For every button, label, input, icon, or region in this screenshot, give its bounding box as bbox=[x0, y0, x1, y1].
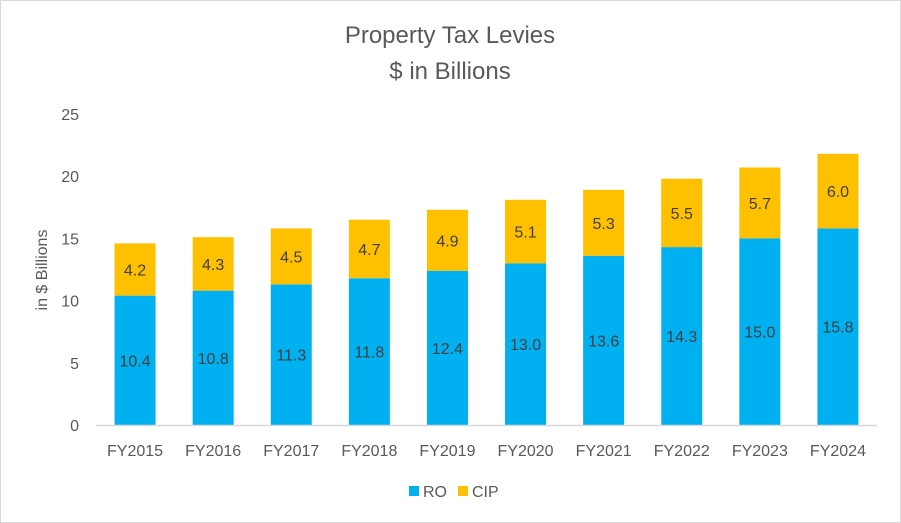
bar-ro-fy2023 bbox=[739, 238, 781, 425]
x-tick-label: FY2015 bbox=[107, 443, 163, 460]
y-tick-label: 0 bbox=[70, 418, 79, 435]
bar-cip-fy2024 bbox=[817, 153, 859, 229]
bar-ro-fy2024 bbox=[817, 228, 859, 425]
x-tick-label: FY2022 bbox=[654, 443, 710, 460]
chart-title: Property Tax Levies bbox=[345, 22, 555, 49]
data-label-ro: 10.8 bbox=[198, 351, 229, 368]
bar-ro-fy2015 bbox=[114, 295, 156, 425]
data-label-cip: 4.9 bbox=[436, 233, 458, 250]
data-label-ro: 10.4 bbox=[119, 353, 150, 370]
data-label-ro: 15.0 bbox=[744, 325, 775, 342]
x-tick-label: FY2020 bbox=[498, 443, 554, 460]
data-label-cip: 5.1 bbox=[514, 225, 536, 242]
x-tick-label: FY2019 bbox=[419, 443, 475, 460]
data-label-ro: 13.6 bbox=[588, 333, 619, 350]
bar-ro-fy2019 bbox=[426, 270, 468, 425]
y-tick-label: 10 bbox=[61, 294, 79, 311]
bar-ro-fy2018 bbox=[348, 278, 390, 425]
data-label-cip: 6.0 bbox=[827, 184, 849, 201]
bar-cip-fy2018 bbox=[348, 219, 390, 279]
y-axis-title: in $ Billions bbox=[34, 230, 51, 311]
data-label-ro: 15.8 bbox=[822, 320, 853, 337]
x-tick-label: FY2023 bbox=[732, 443, 788, 460]
legend-label-cip: CIP bbox=[472, 484, 499, 501]
data-label-cip: 5.5 bbox=[671, 206, 693, 223]
x-axis-ticks: FY2015 FY2016 FY2017 FY2018 FY2019 FY2020 FY20… bbox=[107, 443, 866, 460]
bar-cip-fy2023 bbox=[739, 167, 781, 239]
chart-subtitle: $ in Billions bbox=[389, 58, 510, 85]
x-tick-label: FY2016 bbox=[185, 443, 241, 460]
legend-label-ro: RO bbox=[423, 484, 447, 501]
bar-ro-fy2022 bbox=[661, 247, 703, 425]
data-label-ro: 12.4 bbox=[432, 341, 463, 358]
legend: RO CIP bbox=[409, 484, 499, 501]
bar-cip-fy2020 bbox=[505, 199, 547, 264]
bar-cip-fy2019 bbox=[426, 209, 468, 271]
x-tick-label: FY2024 bbox=[810, 443, 866, 460]
bars bbox=[114, 153, 859, 425]
x-tick-label: FY2021 bbox=[576, 443, 632, 460]
data-label-ro: 11.3 bbox=[276, 348, 306, 365]
legend-swatch-cip bbox=[458, 486, 468, 496]
data-label-cip: 5.7 bbox=[749, 196, 771, 213]
data-label-cip: 4.3 bbox=[202, 257, 224, 274]
x-tick-label: FY2017 bbox=[263, 443, 319, 460]
data-label-cip: 5.3 bbox=[593, 216, 615, 233]
y-tick-label: 5 bbox=[70, 356, 79, 373]
y-tick-label: 25 bbox=[61, 107, 79, 124]
bar-ro-fy2016 bbox=[192, 290, 234, 425]
data-label-ro: 14.3 bbox=[666, 329, 697, 346]
bar-ro-fy2017 bbox=[270, 284, 312, 425]
data-label-cip: 4.2 bbox=[124, 263, 146, 280]
y-tick-label: 20 bbox=[61, 169, 79, 186]
data-labels: 10.4 4.2 10.8 4.3 11.3 4.5 11.8 4.7 12.4 4.9 13.0 5… bbox=[119, 184, 853, 370]
data-label-ro: 11.8 bbox=[354, 345, 384, 362]
data-label-cip: 4.5 bbox=[280, 249, 302, 266]
data-label-ro: 13.0 bbox=[510, 337, 541, 354]
bar-cip-fy2021 bbox=[583, 189, 625, 256]
x-tick-label: FY2018 bbox=[341, 443, 397, 460]
bar-ro-fy2021 bbox=[583, 255, 625, 425]
bar-cip-fy2022 bbox=[661, 178, 703, 248]
y-axis-ticks: 0 5 10 15 20 25 bbox=[61, 107, 79, 435]
legend-swatch-ro bbox=[409, 486, 419, 496]
bar-cip-fy2017 bbox=[270, 228, 312, 285]
y-tick-label: 15 bbox=[61, 231, 79, 248]
bar-cip-fy2015 bbox=[114, 243, 156, 296]
bar-ro-fy2020 bbox=[505, 263, 547, 425]
data-label-cip: 4.7 bbox=[358, 242, 380, 259]
bar-cip-fy2016 bbox=[192, 237, 234, 291]
